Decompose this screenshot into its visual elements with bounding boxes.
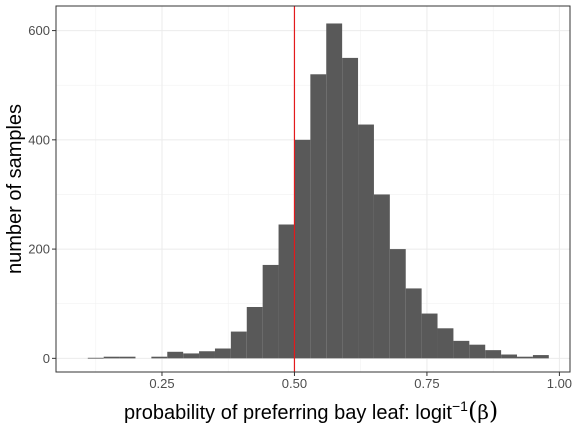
histogram-bar: [167, 351, 184, 359]
histogram-bar: [437, 328, 454, 359]
histogram-bar: [326, 23, 343, 359]
y-tick-label: 600: [28, 23, 50, 38]
x-axis-title-close-paren: ): [489, 397, 498, 425]
y-tick-label: 400: [28, 132, 50, 147]
y-tick-label: 200: [28, 242, 50, 257]
x-axis-title-main: probability of preferring bay leaf: logi…: [124, 402, 452, 424]
histogram-bar: [278, 224, 295, 359]
histogram-bar: [389, 249, 406, 359]
histogram-bar: [246, 306, 263, 359]
histogram-bar: [214, 348, 231, 359]
histogram-bar: [262, 264, 279, 359]
histogram-bar: [421, 313, 438, 359]
histogram-bar: [358, 124, 374, 359]
histogram-bar: [294, 139, 311, 359]
y-axis-title: number of samples: [4, 104, 26, 274]
y-axis: 0 200 400 600: [28, 23, 56, 366]
histogram-bar: [469, 344, 486, 359]
x-axis-title-open-paren: (: [468, 397, 477, 425]
histogram-bars: [87, 23, 549, 359]
y-tick-label: 0: [43, 351, 50, 366]
histogram-bar: [342, 57, 359, 359]
histogram-bar: [199, 351, 215, 359]
x-tick-label: 0.50: [282, 376, 307, 391]
x-axis-title-superscript: −1: [452, 398, 468, 414]
histogram-bar: [373, 194, 390, 359]
histogram-bar: [517, 356, 533, 359]
histogram-bar: [501, 354, 518, 359]
x-tick-label: 0.25: [149, 376, 174, 391]
histogram-bar: [119, 356, 136, 359]
histogram-bar: [151, 356, 168, 359]
histogram-bar: [103, 356, 120, 359]
histogram-bar: [532, 355, 549, 359]
x-tick-label: 0.75: [414, 376, 439, 391]
x-axis: 0.25 0.50 0.75 1.00: [149, 372, 572, 391]
x-axis-title: probability of preferring bay leaf: logi…: [124, 397, 498, 425]
histogram-bar: [453, 340, 470, 359]
histogram-bar: [310, 74, 327, 359]
histogram-bar: [405, 288, 422, 359]
x-tick-label: 1.00: [547, 376, 572, 391]
histogram-bar: [485, 350, 502, 359]
histogram-bar: [87, 357, 104, 359]
panel-border: [55, 5, 571, 373]
histogram-bar: [183, 353, 200, 359]
histogram-bar: [230, 331, 247, 359]
x-axis-title-beta: β: [477, 400, 489, 424]
